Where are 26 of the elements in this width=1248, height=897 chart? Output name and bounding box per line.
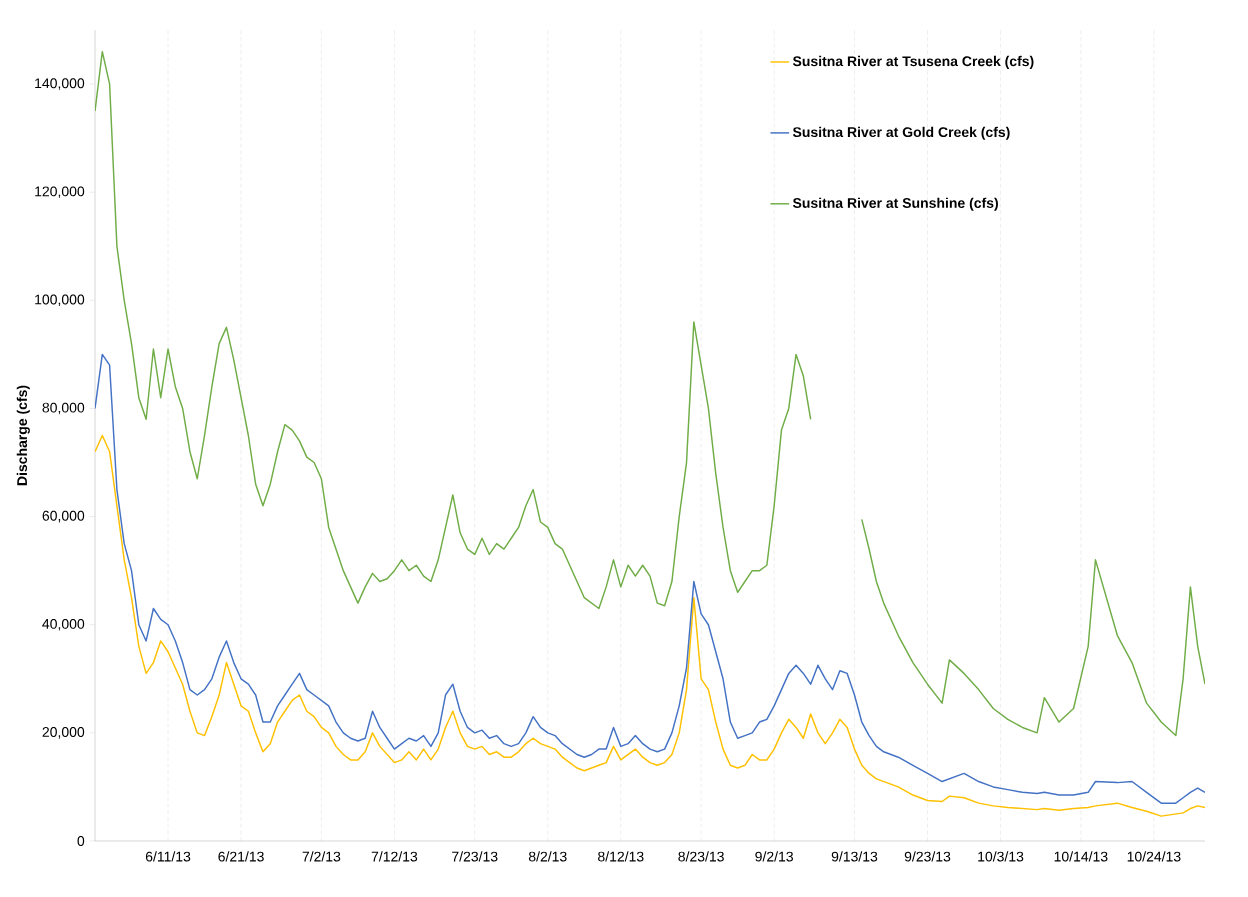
x-tick-label: 9/13/13 xyxy=(831,851,878,862)
y-tick-label: 80,000 xyxy=(42,402,85,415)
y-tick-label: 0 xyxy=(77,836,85,846)
x-tick-label: 9/23/13 xyxy=(904,851,951,862)
y-tick-label: 140,000 xyxy=(35,78,85,90)
x-tick-label: 6/11/13 xyxy=(145,851,191,862)
legend-label: Susitna River at Tsusena Creek (cfs) xyxy=(792,55,1034,69)
y-tick-label: 40,000 xyxy=(42,618,85,631)
y-tick-label: 20,000 xyxy=(42,727,85,739)
y-tick-label: 100,000 xyxy=(35,294,85,307)
x-tick-label: 7/23/13 xyxy=(452,851,498,862)
x-tick-label: 7/12/13 xyxy=(371,851,418,862)
x-tick-label: 8/23/13 xyxy=(678,851,724,862)
legend-label: Susitna River at Sunshine (cfs) xyxy=(792,197,998,211)
x-tick-label: 10/24/13 xyxy=(1127,851,1181,862)
x-tick-label: 10/14/13 xyxy=(1054,851,1108,862)
y-tick-label: 60,000 xyxy=(42,510,85,523)
y-tick-label: 120,000 xyxy=(35,186,85,198)
legend-label: Susitna River at Gold Creek (cfs) xyxy=(792,126,1010,140)
x-tick-label: 8/2/13 xyxy=(528,851,567,862)
y-axis-title: Discharge (cfs) xyxy=(16,385,30,486)
x-tick-label: 9/2/13 xyxy=(755,851,793,862)
x-tick-label: 10/3/13 xyxy=(978,851,1024,862)
x-tick-label: 7/2/13 xyxy=(302,851,341,862)
x-tick-label: 8/12/13 xyxy=(598,851,644,862)
x-tick-label: 6/21/13 xyxy=(218,851,264,862)
